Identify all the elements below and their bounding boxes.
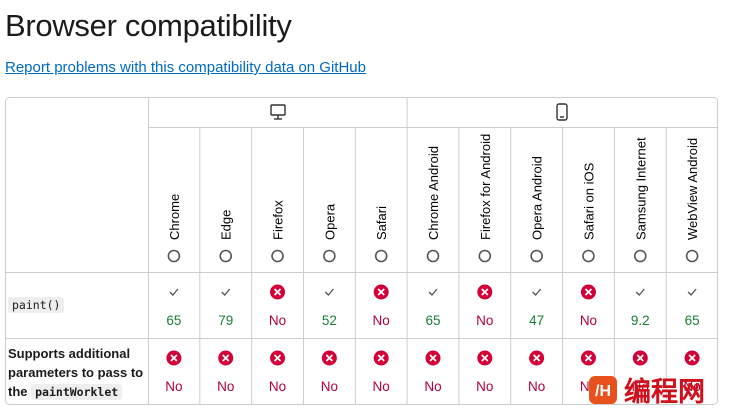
browser-icon — [685, 249, 699, 263]
watermark-logo: /H — [589, 375, 617, 404]
check-icon — [324, 288, 334, 296]
row-label: Supports additional parameters to pass t… — [8, 344, 146, 402]
support-version: 47 — [529, 313, 544, 328]
mobile-icon — [556, 103, 568, 121]
cross-x — [429, 354, 437, 362]
cross-icon — [477, 284, 493, 300]
browser-name: Opera Android — [530, 156, 545, 240]
support-version: 65 — [685, 313, 700, 328]
browser-icon — [478, 249, 492, 263]
browser-name: Safari — [374, 206, 389, 240]
support-version: No — [476, 379, 493, 394]
check-icon — [687, 288, 697, 296]
browser-name: Chrome Android — [426, 146, 441, 240]
check-icon — [169, 288, 179, 296]
support-version: 65 — [166, 313, 181, 328]
cross-x — [273, 288, 282, 296]
browser-name: Opera — [322, 203, 337, 240]
table-border — [5, 97, 718, 405]
check-icon — [221, 288, 231, 296]
browser-name: Samsung Internet — [633, 137, 648, 240]
browser-name: Safari on iOS — [581, 162, 596, 240]
cross-x — [636, 354, 644, 362]
cross-icon — [373, 350, 389, 366]
browser-icon — [167, 249, 181, 263]
check-icon — [532, 288, 542, 296]
cross-icon — [373, 284, 389, 300]
cross-icon — [477, 350, 493, 366]
support-version: No — [269, 379, 286, 394]
feature-code: paintWorklet — [31, 384, 123, 400]
cross-x — [584, 288, 593, 296]
report-link[interactable]: Report problems with this compatibility … — [5, 59, 366, 76]
cross-x — [325, 354, 334, 362]
browser-icon — [271, 249, 284, 263]
browser-icon — [426, 249, 440, 263]
cross-icon — [529, 350, 545, 366]
browser-name: Edge — [219, 210, 234, 240]
cross-icon — [684, 350, 700, 366]
cross-icon — [425, 350, 441, 366]
cross-icon — [580, 350, 596, 366]
cross-x — [584, 354, 593, 362]
browser-icon — [633, 249, 647, 263]
browser-name: Firefox — [271, 200, 286, 240]
cross-icon — [632, 350, 648, 366]
support-version: 52 — [322, 313, 337, 328]
cross-x — [273, 354, 282, 362]
cross-x — [377, 288, 385, 296]
browser-icon — [530, 249, 543, 263]
feature-text: Supports additional parameters to pass t… — [8, 346, 144, 399]
browser-icon — [323, 249, 336, 263]
support-version: No — [217, 379, 234, 394]
cross-icon — [580, 284, 596, 300]
cross-icon — [166, 350, 182, 366]
check-icon — [635, 288, 645, 296]
support-version: No — [632, 379, 649, 394]
browser-icon — [582, 249, 595, 263]
watermark: /H 编程网 — [588, 370, 705, 409]
cross-x — [532, 354, 541, 362]
svg-text:/H: /H — [595, 383, 611, 400]
support-version: No — [476, 313, 493, 328]
support-version: 9.2 — [631, 313, 650, 328]
support-version: No — [165, 379, 182, 394]
watermark-text: 编程网 — [624, 377, 705, 408]
cross-icon — [270, 284, 286, 300]
cross-x — [377, 354, 385, 362]
page-title: Browser compatibility — [5, 8, 292, 43]
support-version: 79 — [218, 313, 233, 328]
cross-x — [170, 354, 178, 362]
browser-name: Firefox for Android — [478, 134, 493, 240]
support-version: No — [321, 379, 338, 394]
row-label: paint() — [8, 296, 65, 314]
browser-icon — [219, 249, 233, 263]
support-version: No — [424, 379, 441, 394]
cross-icon — [270, 350, 286, 366]
support-version: 65 — [425, 313, 440, 328]
browser-name: WebView Android — [685, 138, 700, 240]
feature-code: paint() — [8, 297, 65, 313]
support-version: No — [683, 379, 700, 394]
browser-icon — [374, 249, 388, 263]
cross-x — [222, 354, 230, 362]
support-version: No — [269, 313, 286, 328]
browser-name: Chrome — [167, 194, 182, 240]
cross-x — [688, 354, 696, 362]
support-version: No — [580, 313, 597, 328]
desktop-icon — [270, 104, 286, 120]
cross-x — [481, 288, 489, 296]
cross-icon — [321, 350, 337, 366]
support-version: No — [373, 379, 390, 394]
cross-icon — [218, 350, 234, 366]
check-icon — [428, 288, 438, 296]
support-version: No — [528, 379, 545, 394]
support-version: No — [373, 313, 390, 328]
cross-x — [481, 354, 489, 362]
